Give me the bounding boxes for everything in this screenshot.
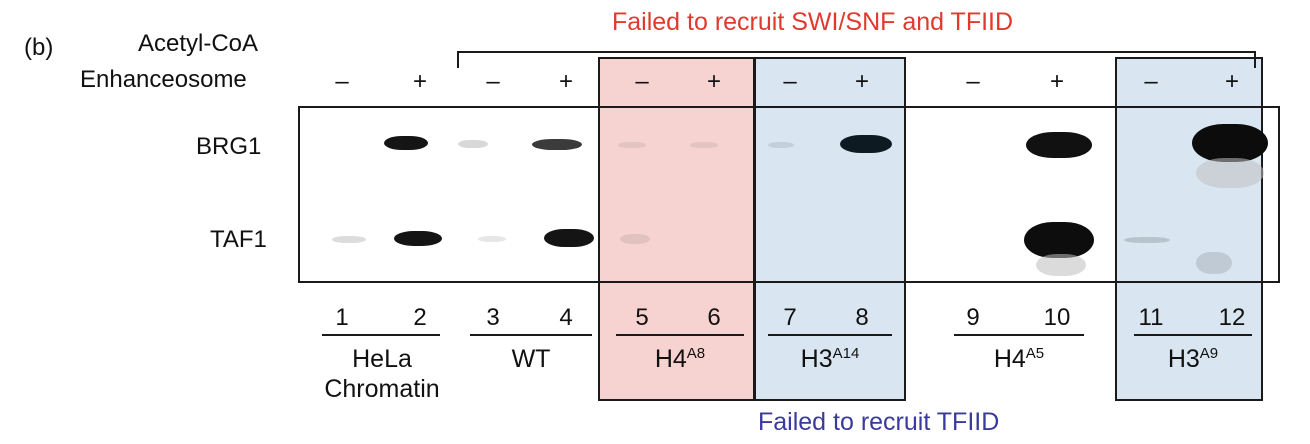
taf1-band-lane11 (1124, 237, 1170, 243)
lane-number-2: 2 (413, 304, 427, 331)
group-line-h4a5 (954, 334, 1084, 336)
group-label-wt: WT (511, 345, 551, 373)
sign-lane-4: + (558, 68, 574, 95)
brg1-band-lane2 (384, 136, 428, 150)
brg1-smear-lane12 (1196, 158, 1264, 188)
lane-number-12: 12 (1218, 304, 1246, 331)
taf1-band-lane4 (544, 229, 594, 247)
brg1-band-lane7 (768, 142, 794, 148)
panel-label: (b) (24, 34, 54, 61)
taf1-band-lane5 (620, 234, 650, 244)
taf1-band-lane2 (394, 231, 442, 246)
sign-lane-1: – (335, 68, 349, 95)
taf1-band-lane3 (478, 236, 506, 242)
group-line-h3a14 (768, 334, 892, 336)
group-line-h4a8 (616, 334, 744, 336)
acetyl-coa-label: Acetyl-CoA (138, 30, 259, 57)
lane-number-8: 8 (855, 304, 869, 331)
taf1-band-lane12 (1196, 252, 1232, 274)
lane-number-1: 1 (335, 304, 349, 331)
taf1-label: TAF1 (210, 226, 267, 253)
lane-number-3: 3 (486, 304, 500, 331)
lane-number-4: 4 (559, 304, 573, 331)
lane-number-7: 7 (783, 304, 797, 331)
brg1-band-lane10 (1026, 132, 1092, 158)
group-label-hela: HeLa Chromatin (324, 345, 440, 403)
annotation-bottom: Failed to recruit TFIID (758, 408, 1000, 436)
taf1-band-lane10 (1024, 222, 1094, 258)
group-label-h3a9: H3A9 (1167, 345, 1219, 373)
sign-lane-5: – (635, 68, 649, 95)
sign-lane-8: + (854, 68, 870, 95)
sign-lane-12: + (1224, 68, 1240, 95)
brg1-band-lane4 (532, 139, 582, 150)
blot-frame (298, 106, 1280, 283)
annotation-top: Failed to recruit SWI/SNF and TFIID (612, 8, 1014, 36)
brg1-label: BRG1 (196, 133, 262, 160)
lane-number-6: 6 (707, 304, 721, 331)
group-label-h4a5: H4A5 (993, 345, 1045, 373)
taf1-smear-lane10 (1036, 254, 1086, 276)
enhanceosome-label: Enhanceosome (80, 66, 247, 93)
lane-number-9: 9 (966, 304, 980, 331)
sign-lane-9: – (966, 68, 980, 95)
group-label-h4a8: H4A8 (654, 345, 706, 373)
sign-lane-3: – (486, 68, 500, 95)
brg1-band-lane8 (840, 135, 892, 153)
brg1-band-lane3 (458, 140, 488, 148)
lane-number-11: 11 (1138, 304, 1164, 331)
sign-lane-11: – (1144, 68, 1158, 95)
brg1-band-lane5 (618, 142, 646, 148)
group-line-hela (322, 334, 440, 336)
group-line-h3a9 (1134, 334, 1252, 336)
sign-lane-10: + (1049, 68, 1065, 95)
group-label-h3a14: H3A14 (800, 345, 860, 373)
h3a14-highlight-box (754, 57, 906, 401)
lane-number-10: 10 (1043, 304, 1071, 331)
group-line-wt (470, 334, 592, 336)
sign-lane-6: + (706, 68, 722, 95)
h3a9-highlight-box (1115, 57, 1263, 401)
sign-lane-7: – (783, 68, 797, 95)
h4a8-highlight-box (598, 57, 755, 401)
brg1-band-lane6 (690, 142, 718, 148)
sign-lane-2: + (412, 68, 428, 95)
brg1-band-lane12 (1192, 124, 1268, 162)
acetyl-bracket (457, 51, 1256, 68)
taf1-band-lane1 (332, 236, 366, 243)
lane-number-5: 5 (635, 304, 649, 331)
